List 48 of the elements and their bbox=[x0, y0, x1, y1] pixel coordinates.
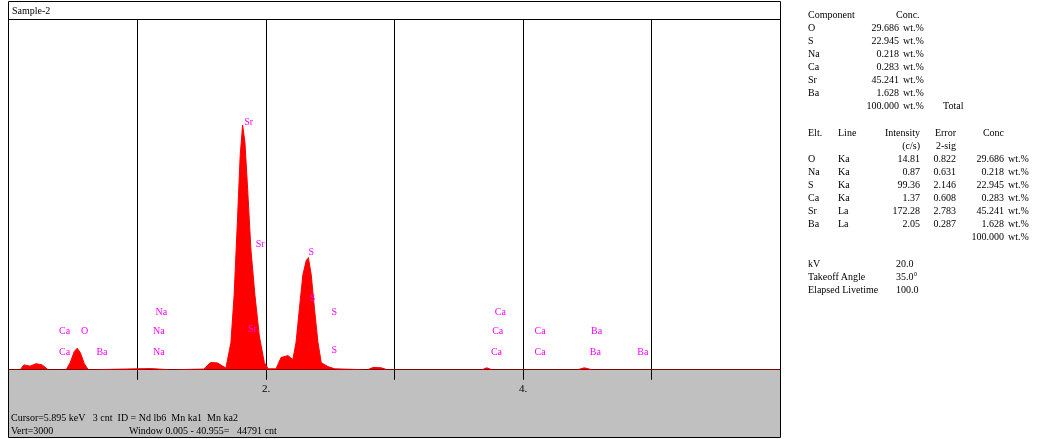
annotation: Na bbox=[155, 305, 168, 317]
text: S 22.945 wt.% bbox=[808, 35, 924, 46]
text: O Ka 14.81 0.822 29.686 wt.% bbox=[808, 153, 1029, 164]
text: S Ka 99.36 2.146 22.945 wt.% bbox=[808, 179, 1029, 190]
text: O 29.686 wt.% bbox=[808, 22, 924, 33]
text: Ca Ka 1.37 0.608 0.283 wt.% bbox=[808, 192, 1029, 203]
text: Window 0.005 - 40.955= 44791 cnt bbox=[129, 425, 277, 436]
text: kV 20.0 bbox=[808, 258, 914, 269]
text: Elapsed Livetime 100.0 bbox=[808, 284, 919, 295]
text: Sr 45.241 wt.% bbox=[808, 74, 924, 85]
annotation: S bbox=[331, 344, 338, 356]
text: Sr La 172.28 2.783 45.241 wt.% bbox=[808, 205, 1029, 216]
annotation: O bbox=[80, 325, 89, 337]
x-tick-label: 2. bbox=[261, 382, 271, 395]
annotation: S bbox=[308, 246, 314, 258]
annotation: Na bbox=[152, 325, 166, 337]
annotation: Ba bbox=[591, 325, 603, 337]
annotation: S bbox=[309, 291, 316, 303]
text: 100.000 wt.% Total bbox=[866, 100, 964, 111]
annotation: Ca bbox=[490, 346, 503, 358]
text: Component Conc. bbox=[808, 9, 920, 20]
text: Ba 1.628 wt.% bbox=[808, 87, 924, 98]
annotation: Ba bbox=[637, 346, 650, 358]
annotation: Ca bbox=[534, 346, 547, 358]
text: Cursor=5.895 keV 3 cnt ID = Nd lb6 Mn ka1 Mn ka2 bbox=[11, 412, 238, 423]
text: Elt. Line Intensity Error Conc bbox=[808, 127, 1004, 138]
text: Na Ka 0.87 0.631 0.218 wt.% bbox=[808, 166, 1029, 177]
x-tick-label: 4. bbox=[518, 382, 528, 395]
annotation: Ca bbox=[492, 325, 504, 337]
annotation: Ca bbox=[59, 325, 71, 337]
text: Vert=3000 bbox=[11, 425, 54, 436]
annotation: S bbox=[331, 305, 338, 317]
text: 100.000 wt.% bbox=[970, 230, 1030, 243]
text: Ca 0.283 wt.% bbox=[808, 61, 924, 72]
annotation: Ba bbox=[589, 346, 602, 358]
text: (c/s) 2-sig bbox=[902, 140, 956, 151]
annotation: Na bbox=[152, 346, 166, 358]
text: Na 0.218 wt.% bbox=[808, 48, 924, 59]
annotation: Ca bbox=[494, 305, 507, 317]
text: Takeoff Angle 35.0° bbox=[808, 271, 918, 282]
annotation: Ca bbox=[534, 325, 547, 337]
annotation: Sr bbox=[248, 323, 258, 335]
annotation: Sr bbox=[255, 238, 266, 250]
annotation: Ca bbox=[59, 346, 71, 358]
chart-title: Sample-2 bbox=[12, 4, 51, 16]
annotation: Sr bbox=[244, 116, 254, 128]
annotation: Ba bbox=[96, 346, 109, 358]
text: Ba La 2.05 0.287 1.628 wt.% bbox=[808, 218, 1029, 229]
